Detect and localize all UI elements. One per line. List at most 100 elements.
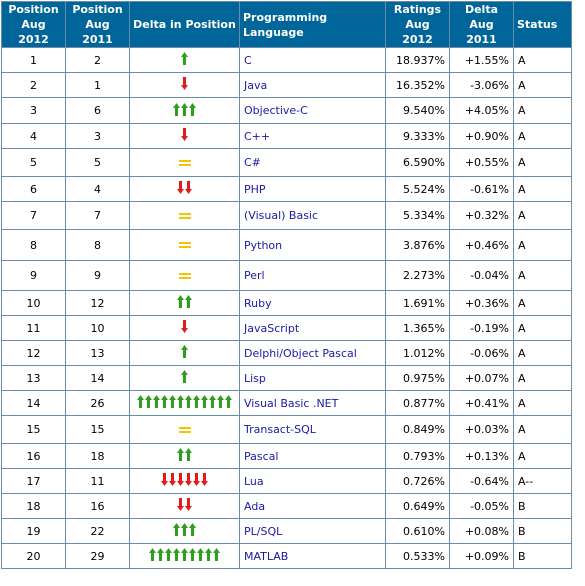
arrow-up-icon — [177, 295, 184, 309]
status-cell: A — [513, 315, 572, 341]
status-cell: A — [513, 201, 572, 230]
delta-cell: -0.05% — [449, 493, 514, 519]
delta-position-cell — [129, 365, 240, 391]
delta-cell: +0.36% — [449, 290, 514, 316]
arrow-down-icon — [177, 181, 184, 195]
language-link[interactable]: C++ — [239, 123, 386, 149]
position-2011-cell: 2 — [65, 47, 130, 73]
delta-arrows — [177, 295, 192, 309]
position-2012-cell: 16 — [1, 443, 66, 469]
header-position-2012-line1: Position — [8, 3, 59, 16]
arrow-down-icon — [181, 128, 188, 142]
status-cell: A — [513, 176, 572, 202]
arrow-up-icon — [173, 102, 180, 116]
arrow-up-icon — [217, 395, 224, 409]
language-link[interactable]: Python — [239, 229, 386, 261]
position-2011-cell: 6 — [65, 97, 130, 124]
ratings-cell: 6.590% — [385, 148, 450, 177]
position-2011-cell: 10 — [65, 315, 130, 341]
arrow-up-icon — [201, 395, 208, 409]
table-row: 11 10 JavaScript 1.365% -0.19% A — [1, 315, 572, 341]
language-link[interactable]: Delphi/Object Pascal — [239, 340, 386, 366]
delta-position-cell — [129, 340, 240, 366]
language-link[interactable]: Perl — [239, 260, 386, 291]
position-2011-cell: 4 — [65, 176, 130, 202]
arrow-down-icon — [185, 498, 192, 512]
header-position-2012: Position Aug 2012 — [1, 1, 66, 48]
delta-arrows — [181, 52, 188, 66]
arrow-up-icon — [165, 548, 172, 562]
delta-position-cell — [129, 176, 240, 202]
language-link[interactable]: Ada — [239, 493, 386, 519]
ratings-cell: 9.333% — [385, 123, 450, 149]
language-link[interactable]: Visual Basic .NET — [239, 390, 386, 416]
table-row: 7 7 (Visual) Basic 5.334% +0.32% A — [1, 201, 572, 230]
header-delta-aug: Delta Aug 2011 — [449, 1, 514, 48]
position-2011-cell: 1 — [65, 72, 130, 98]
table-row: 3 6 Objective-C 9.540% +4.05% A — [1, 97, 572, 124]
language-link[interactable]: Lua — [239, 468, 386, 494]
position-2012-cell: 12 — [1, 340, 66, 366]
equal-icon — [178, 212, 191, 220]
position-2011-cell: 15 — [65, 415, 130, 444]
header-position-2011-line2: Aug 2011 — [82, 18, 113, 46]
table-row: 1 2 C 18.937% +1.55% A — [1, 47, 572, 73]
position-2011-cell: 29 — [65, 543, 130, 569]
arrow-up-icon — [185, 295, 192, 309]
header-ratings: Ratings Aug 2012 — [385, 1, 450, 48]
position-2011-cell: 22 — [65, 518, 130, 544]
language-link[interactable]: Ruby — [239, 290, 386, 316]
arrow-down-icon — [201, 473, 208, 487]
delta-position-cell — [129, 123, 240, 149]
ratings-cell: 0.649% — [385, 493, 450, 519]
delta-cell: -3.06% — [449, 72, 514, 98]
table-row: 4 3 C++ 9.333% +0.90% A — [1, 123, 572, 149]
language-link[interactable]: C# — [239, 148, 386, 177]
delta-arrows — [178, 209, 191, 223]
arrow-up-icon — [189, 102, 196, 116]
ratings-cell: 3.876% — [385, 229, 450, 261]
delta-cell: +0.08% — [449, 518, 514, 544]
arrow-up-icon — [173, 548, 180, 562]
table-row: 14 26 Visual Basic .NET 0.877% +0.41% A — [1, 390, 572, 416]
arrow-up-icon — [145, 395, 152, 409]
language-link[interactable]: JavaScript — [239, 315, 386, 341]
delta-arrows — [177, 448, 192, 462]
position-2011-cell: 7 — [65, 201, 130, 230]
language-link[interactable]: Java — [239, 72, 386, 98]
arrow-down-icon — [193, 473, 200, 487]
ranking-table: Position Aug 2012 Position Aug 2011 Delt… — [1, 1, 572, 569]
language-link[interactable]: C — [239, 47, 386, 73]
language-link[interactable]: Transact-SQL — [239, 415, 386, 444]
delta-arrows — [178, 238, 191, 252]
status-cell: A-- — [513, 468, 572, 494]
delta-arrows — [178, 156, 191, 170]
language-link[interactable]: MATLAB — [239, 543, 386, 569]
table-row: 10 12 Ruby 1.691% +0.36% A — [1, 290, 572, 316]
arrow-up-icon — [181, 102, 188, 116]
language-link[interactable]: PHP — [239, 176, 386, 202]
table-row: 5 5 C# 6.590% +0.55% A — [1, 148, 572, 177]
position-2012-cell: 19 — [1, 518, 66, 544]
language-link[interactable]: Objective-C — [239, 97, 386, 124]
language-link[interactable]: Pascal — [239, 443, 386, 469]
delta-cell: -0.61% — [449, 176, 514, 202]
position-2012-cell: 13 — [1, 365, 66, 391]
status-cell: A — [513, 229, 572, 261]
table-row: 6 4 PHP 5.524% -0.61% A — [1, 176, 572, 202]
ratings-cell: 0.793% — [385, 443, 450, 469]
arrow-up-icon — [181, 548, 188, 562]
language-link[interactable]: PL/SQL — [239, 518, 386, 544]
delta-arrows — [181, 345, 188, 359]
delta-position-cell — [129, 543, 240, 569]
delta-cell: +1.55% — [449, 47, 514, 73]
table-row: 13 14 Lisp 0.975% +0.07% A — [1, 365, 572, 391]
language-link[interactable]: Lisp — [239, 365, 386, 391]
ratings-cell: 5.334% — [385, 201, 450, 230]
delta-cell: -0.19% — [449, 315, 514, 341]
language-link[interactable]: (Visual) Basic — [239, 201, 386, 230]
header-position-2011-line1: Position — [72, 3, 123, 16]
header-language: Programming Language — [239, 1, 386, 48]
delta-arrows — [177, 498, 192, 512]
arrow-down-icon — [177, 473, 184, 487]
